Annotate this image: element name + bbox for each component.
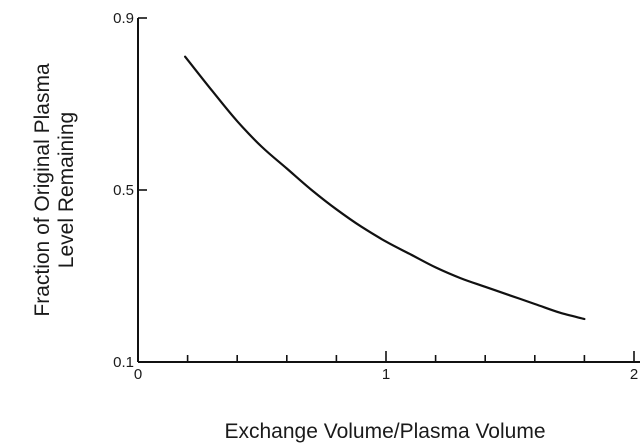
x-tick-label: 0 [134,366,142,383]
y-tick-label: 0.5 [113,182,134,199]
x-axis-title: Exchange Volume/Plasma Volume [224,420,545,443]
series-line [184,55,586,321]
y-axis-title: Fraction of Original Plasma Level Remain… [31,63,78,317]
y-axis-title-line-1: Fraction of Original Plasma [31,63,54,317]
ticks-layer [137,17,635,363]
y-axis-title-line-2: Level Remaining [55,112,78,268]
x-tick-label: 1 [382,366,390,383]
y-tick-label: 0.9 [113,10,134,27]
y-tick-label: 0.1 [113,354,134,371]
tick-labels-layer: 0 1 2 0.1 0.5 0.9 [113,10,638,383]
x-tick-label: 2 [630,366,638,383]
